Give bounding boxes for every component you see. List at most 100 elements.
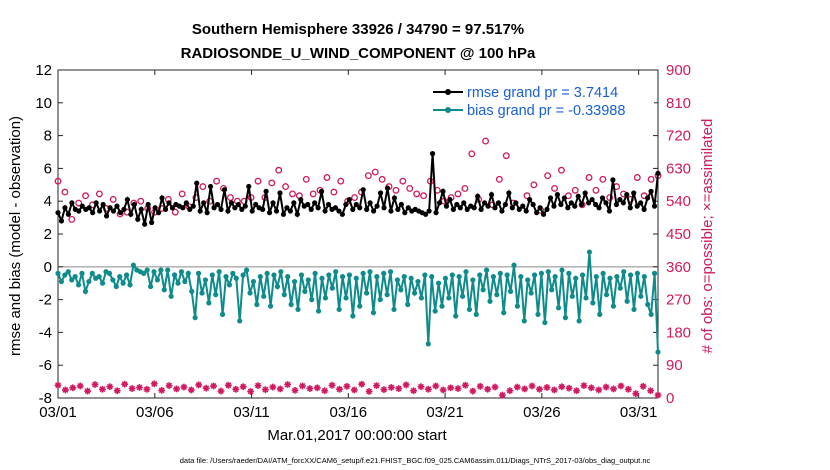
rmse-point [582, 190, 588, 196]
obs-possible-marker [137, 197, 145, 205]
bias-point [254, 301, 260, 308]
y-left-tick-label: -8 [39, 390, 52, 407]
chart-title-line2: RADIOSONDE_U_WIND_COMPONENT @ 100 hPa [181, 45, 536, 62]
bias-point [367, 269, 373, 275]
rmse-point [263, 188, 269, 194]
bias-point [130, 262, 137, 268]
bias-point [72, 274, 78, 280]
bias-point [501, 310, 507, 316]
obs-possible-marker [75, 199, 83, 207]
bias-point [209, 272, 215, 278]
obs-assimilated-marker [476, 382, 484, 390]
bias-point [65, 269, 71, 275]
obs-possible-marker [371, 168, 379, 176]
bias-point [466, 306, 473, 313]
obs-assimilated-marker [506, 387, 514, 395]
obs-assimilated-marker [410, 387, 417, 395]
bias-point [243, 267, 250, 273]
obs-assimilated-marker [543, 384, 551, 391]
y-right-tick-label: 360 [666, 259, 691, 276]
rmse-point [291, 200, 297, 206]
bias-point [593, 274, 599, 280]
rmse-point [575, 193, 581, 199]
obs-assimilated-marker [395, 385, 403, 392]
rmse-point [499, 208, 505, 214]
rmse-point [138, 206, 144, 212]
rmse-point [69, 200, 75, 206]
rmse-point [336, 208, 342, 214]
y-right-tick-label: 270 [666, 292, 691, 309]
obs-assimilated-marker [187, 386, 195, 394]
x-tick-label: 03/21 [426, 404, 464, 421]
rmse-point [246, 183, 252, 190]
obs-assimilated-marker [573, 387, 580, 395]
bias-point [387, 269, 394, 275]
rmse-point [558, 201, 564, 208]
obs-assimilated-marker [121, 380, 129, 388]
rmse-point [62, 205, 68, 211]
rmse-point [107, 205, 113, 211]
bias-point [326, 272, 332, 278]
rmse-point [194, 180, 200, 186]
bias-point [446, 295, 452, 301]
obs-possible-marker [337, 177, 345, 185]
bias-point [641, 274, 647, 280]
rmse-point [128, 211, 134, 217]
obs-assimilated-marker [336, 385, 343, 393]
bias-point [281, 292, 287, 298]
obs-possible-marker [551, 184, 559, 192]
bias-point [435, 280, 442, 286]
rmse-point [169, 205, 176, 211]
bias-point [473, 311, 479, 317]
bias-point [573, 275, 579, 281]
bias-point [106, 270, 113, 276]
rmse-point [620, 200, 626, 206]
x-tick-label: 03/26 [523, 404, 561, 421]
y-right-tick-label: 540 [666, 193, 691, 210]
obs-assimilated-marker [180, 383, 188, 391]
rmse-point [502, 201, 508, 208]
y-left-tick-label: -2 [39, 292, 52, 309]
bias-point [549, 287, 555, 293]
bias-point [141, 270, 147, 276]
obs-possible-marker [254, 177, 262, 185]
bias-point [576, 318, 582, 324]
bias-point [521, 318, 527, 324]
rmse-point [149, 219, 155, 226]
rmse-point [183, 200, 189, 206]
rmse-point [343, 201, 349, 208]
plot-area: -8-6-4-202468101209018027036045054063072… [35, 62, 691, 421]
rmse-point [298, 196, 304, 203]
y-right-tick-label: 720 [666, 128, 691, 145]
bias-point [237, 318, 243, 324]
obs-possible-marker [364, 172, 372, 180]
bias-point [487, 298, 493, 304]
obs-assimilated-marker [491, 383, 499, 391]
obs-possible-marker [544, 172, 552, 180]
rmse-point [325, 201, 332, 208]
bias-point [562, 315, 569, 321]
rmse-point [461, 200, 467, 206]
bias-point [247, 290, 253, 296]
obs-possible-marker [571, 186, 579, 194]
obs-assimilated-marker [269, 383, 277, 391]
rmse-point [579, 201, 585, 208]
obs-assimilated-marker [654, 391, 662, 399]
obs-assimilated-marker [91, 381, 99, 388]
rmse-point [492, 205, 498, 211]
bias-point [267, 303, 274, 309]
obs-assimilated-marker [528, 382, 536, 390]
obs-assimilated-marker [373, 382, 380, 390]
rmse-point [537, 205, 543, 211]
rmse-point [606, 208, 613, 214]
obs-assimilated-marker [128, 385, 136, 392]
obs-possible-marker [557, 166, 565, 174]
bias-point [566, 270, 572, 276]
rmse-point [190, 203, 196, 209]
bias-point [213, 292, 219, 298]
bias-point [175, 280, 181, 286]
rmse-point [159, 195, 165, 201]
rmse-point [586, 200, 592, 206]
rmse-point [253, 201, 259, 208]
